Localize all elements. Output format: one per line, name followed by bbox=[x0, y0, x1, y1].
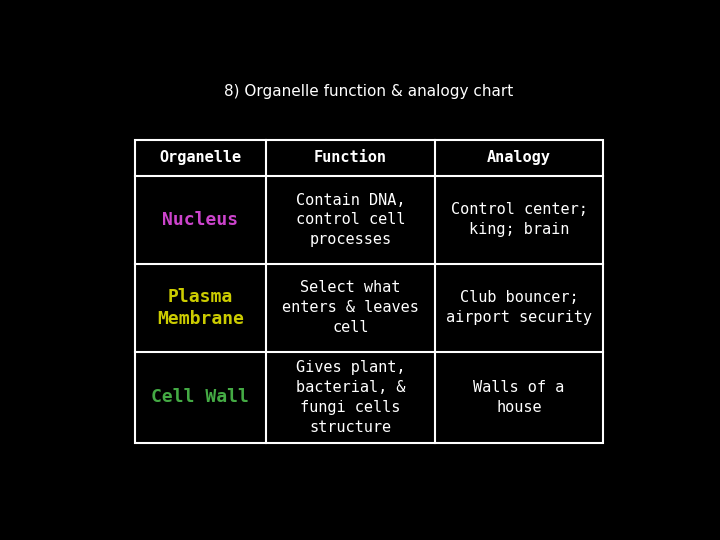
Text: Select what
enters & leaves
cell: Select what enters & leaves cell bbox=[282, 280, 419, 335]
Text: Club bouncer;
airport security: Club bouncer; airport security bbox=[446, 291, 592, 325]
Text: Plasma
Membrane: Plasma Membrane bbox=[157, 288, 244, 328]
Text: Analogy: Analogy bbox=[487, 150, 551, 165]
Text: Contain DNA,
control cell
processes: Contain DNA, control cell processes bbox=[295, 193, 405, 247]
Text: Control center;
king; brain: Control center; king; brain bbox=[451, 202, 588, 237]
Text: Function: Function bbox=[314, 150, 387, 165]
Text: Organelle: Organelle bbox=[159, 150, 241, 165]
Text: 8) Organelle function & analogy chart: 8) Organelle function & analogy chart bbox=[225, 84, 513, 99]
Text: Cell Wall: Cell Wall bbox=[151, 388, 249, 407]
Text: Walls of a
house: Walls of a house bbox=[473, 380, 564, 415]
Bar bbox=[135, 140, 603, 443]
Text: Nucleus: Nucleus bbox=[162, 211, 238, 229]
Text: Gives plant,
bacterial, &
fungi cells
structure: Gives plant, bacterial, & fungi cells st… bbox=[295, 360, 405, 435]
